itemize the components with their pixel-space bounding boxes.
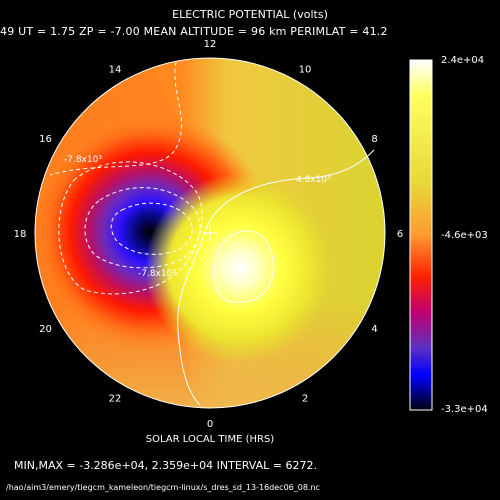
hour-label: 2	[302, 394, 308, 405]
colorbar-tick-min: -3.3e+04	[441, 404, 488, 415]
contour-neg-mid	[84, 187, 201, 269]
hour-label: 20	[39, 324, 52, 335]
contour-label: 4.8x10³	[296, 175, 331, 185]
contour-pos-inner	[213, 230, 274, 303]
colorbar-tick-mid: -4.6e+03	[441, 230, 488, 241]
hour-label: 0	[207, 419, 213, 430]
contour-neg-large	[49, 61, 183, 176]
dial-outline	[34, 57, 386, 409]
hour-label: 6	[397, 229, 403, 240]
contours	[49, 61, 375, 406]
pole-marker	[203, 226, 217, 240]
contour-zero	[177, 231, 206, 406]
hour-label: 18	[14, 229, 27, 240]
contour-pos-outer	[204, 149, 375, 233]
potential-field	[35, 58, 385, 408]
contour-label: -7.8x10³	[64, 155, 102, 165]
hour-labels: 0 2 4 6 8 10 12 14 16 18 20 22	[14, 39, 404, 430]
hour-label: 22	[109, 394, 122, 405]
hour-label: 10	[299, 65, 312, 76]
hour-label: 12	[204, 39, 217, 50]
contour-label: -7.8x10³	[138, 269, 176, 279]
chart-subtitle: 49 UT = 1.75 ZP = -7.00 MEAN ALTITUDE = …	[0, 25, 388, 38]
hour-label: 8	[371, 134, 377, 145]
hour-label: 16	[39, 134, 52, 145]
file-path: /hao/aim3/emery/tiegcm_kameleon/tiegcm-l…	[6, 483, 320, 492]
positive-potential-cell	[135, 142, 355, 382]
contour-neg-outer	[58, 161, 203, 295]
hour-label: 14	[109, 65, 122, 76]
min-max-interval: MIN,MAX = -3.286e+04, 2.359e+04 INTERVAL…	[14, 459, 317, 472]
x-axis-label: SOLAR LOCAL TIME (HRS)	[145, 434, 275, 445]
chart-title: ELECTRIC POTENTIAL (volts)	[172, 8, 328, 21]
colorbar-tick-max: 2.4e+04	[441, 55, 485, 66]
hour-label: 4	[371, 324, 377, 335]
contour-neg-inner	[110, 202, 193, 255]
colorbar	[409, 59, 433, 411]
